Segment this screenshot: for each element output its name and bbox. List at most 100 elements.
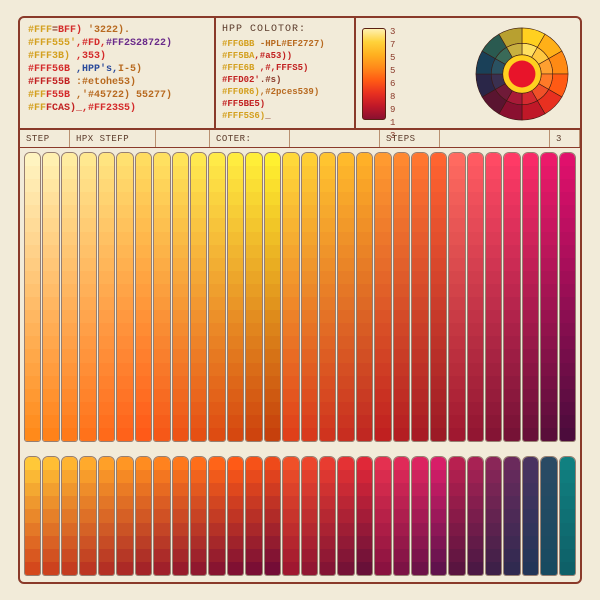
swatch-cell xyxy=(468,402,483,415)
swatch-cell xyxy=(338,376,353,389)
swatch-cell xyxy=(154,415,169,428)
swatch-cell xyxy=(154,218,169,231)
swatch-cell xyxy=(209,166,224,179)
swatch-cell xyxy=(136,470,151,483)
swatch-cell xyxy=(431,310,446,323)
code-line: #FFFCAS)_,#FF23S5) xyxy=(28,102,206,115)
swatch-cell xyxy=(394,483,409,496)
swatch-cell xyxy=(154,192,169,205)
swatch-cell xyxy=(136,166,151,179)
swatch-cell xyxy=(191,549,206,562)
swatch-cell xyxy=(431,549,446,562)
swatch-cell xyxy=(283,232,298,245)
swatch-cell xyxy=(228,218,243,231)
swatch-cell xyxy=(136,376,151,389)
swatch-cell xyxy=(80,415,95,428)
swatch-cell xyxy=(523,245,538,258)
swatch-cell xyxy=(246,166,261,179)
swatch-cell xyxy=(191,205,206,218)
swatch-cell xyxy=(283,549,298,562)
swatch-cell xyxy=(338,218,353,231)
swatch-cell xyxy=(246,428,261,441)
swatch-cell xyxy=(468,376,483,389)
swatch-cell xyxy=(375,470,390,483)
swatch-column xyxy=(522,456,539,576)
swatch-cell xyxy=(62,549,77,562)
swatch-cell xyxy=(246,376,261,389)
swatch-cell xyxy=(431,470,446,483)
swatch-cell xyxy=(246,153,261,166)
swatch-cell xyxy=(338,428,353,441)
swatch-cell xyxy=(449,232,464,245)
swatch-cell xyxy=(25,310,40,323)
swatch-cell xyxy=(468,284,483,297)
main-swatch-grid xyxy=(24,152,576,442)
swatch-cell xyxy=(265,376,280,389)
swatch-cell xyxy=(338,523,353,536)
swatch-cell xyxy=(412,232,427,245)
swatch-column xyxy=(190,152,207,442)
swatch-cell xyxy=(80,232,95,245)
swatch-cell xyxy=(43,549,58,562)
swatch-cell xyxy=(173,509,188,522)
swatch-cell xyxy=(173,297,188,310)
swatch-cell xyxy=(62,336,77,349)
swatch-cell xyxy=(468,258,483,271)
swatch-cell xyxy=(560,192,575,205)
swatch-cell xyxy=(265,415,280,428)
swatch-cell xyxy=(541,496,556,509)
swatch-cell xyxy=(486,457,501,470)
swatch-cell xyxy=(62,258,77,271)
swatch-cell xyxy=(357,415,372,428)
swatch-cell xyxy=(394,271,409,284)
swatch-cell xyxy=(468,415,483,428)
swatch-cell xyxy=(191,336,206,349)
swatch-cell xyxy=(191,232,206,245)
swatch-cell xyxy=(173,457,188,470)
swatch-cell xyxy=(173,496,188,509)
swatch-cell xyxy=(412,389,427,402)
swatch-cell xyxy=(338,562,353,575)
swatch-cell xyxy=(523,336,538,349)
swatch-cell xyxy=(209,470,224,483)
swatch-cell xyxy=(228,336,243,349)
swatch-cell xyxy=(99,496,114,509)
swatch-cell xyxy=(117,271,132,284)
swatch-cell xyxy=(560,428,575,441)
swatch-cell xyxy=(338,153,353,166)
swatch-cell xyxy=(560,323,575,336)
swatch-cell xyxy=(541,415,556,428)
swatch-cell xyxy=(99,483,114,496)
swatch-cell xyxy=(265,153,280,166)
swatch-cell xyxy=(375,179,390,192)
swatch-cell xyxy=(265,509,280,522)
swatch-cell xyxy=(62,284,77,297)
swatch-cell xyxy=(62,363,77,376)
swatch-cell xyxy=(338,509,353,522)
swatch-cell xyxy=(375,271,390,284)
swatch-column xyxy=(116,152,133,442)
swatch-cell xyxy=(560,297,575,310)
swatch-cell xyxy=(394,536,409,549)
swatch-cell xyxy=(283,166,298,179)
swatch-cell xyxy=(191,284,206,297)
swatch-cell xyxy=(320,363,335,376)
swatch-cell xyxy=(302,245,317,258)
swatch-cell xyxy=(431,336,446,349)
swatch-cell xyxy=(357,245,372,258)
swatch-column xyxy=(301,152,318,442)
swatch-cell xyxy=(357,166,372,179)
swatch-cell xyxy=(375,258,390,271)
swatch-cell xyxy=(449,192,464,205)
swatch-cell xyxy=(302,349,317,362)
swatch-cell xyxy=(43,245,58,258)
swatch-cell xyxy=(486,349,501,362)
swatch-cell xyxy=(80,457,95,470)
swatch-cell xyxy=(375,536,390,549)
swatch-cell xyxy=(560,562,575,575)
swatch-cell xyxy=(412,549,427,562)
swatch-cell xyxy=(209,562,224,575)
swatch-cell xyxy=(302,192,317,205)
swatch-cell xyxy=(375,166,390,179)
swatch-cell xyxy=(80,363,95,376)
